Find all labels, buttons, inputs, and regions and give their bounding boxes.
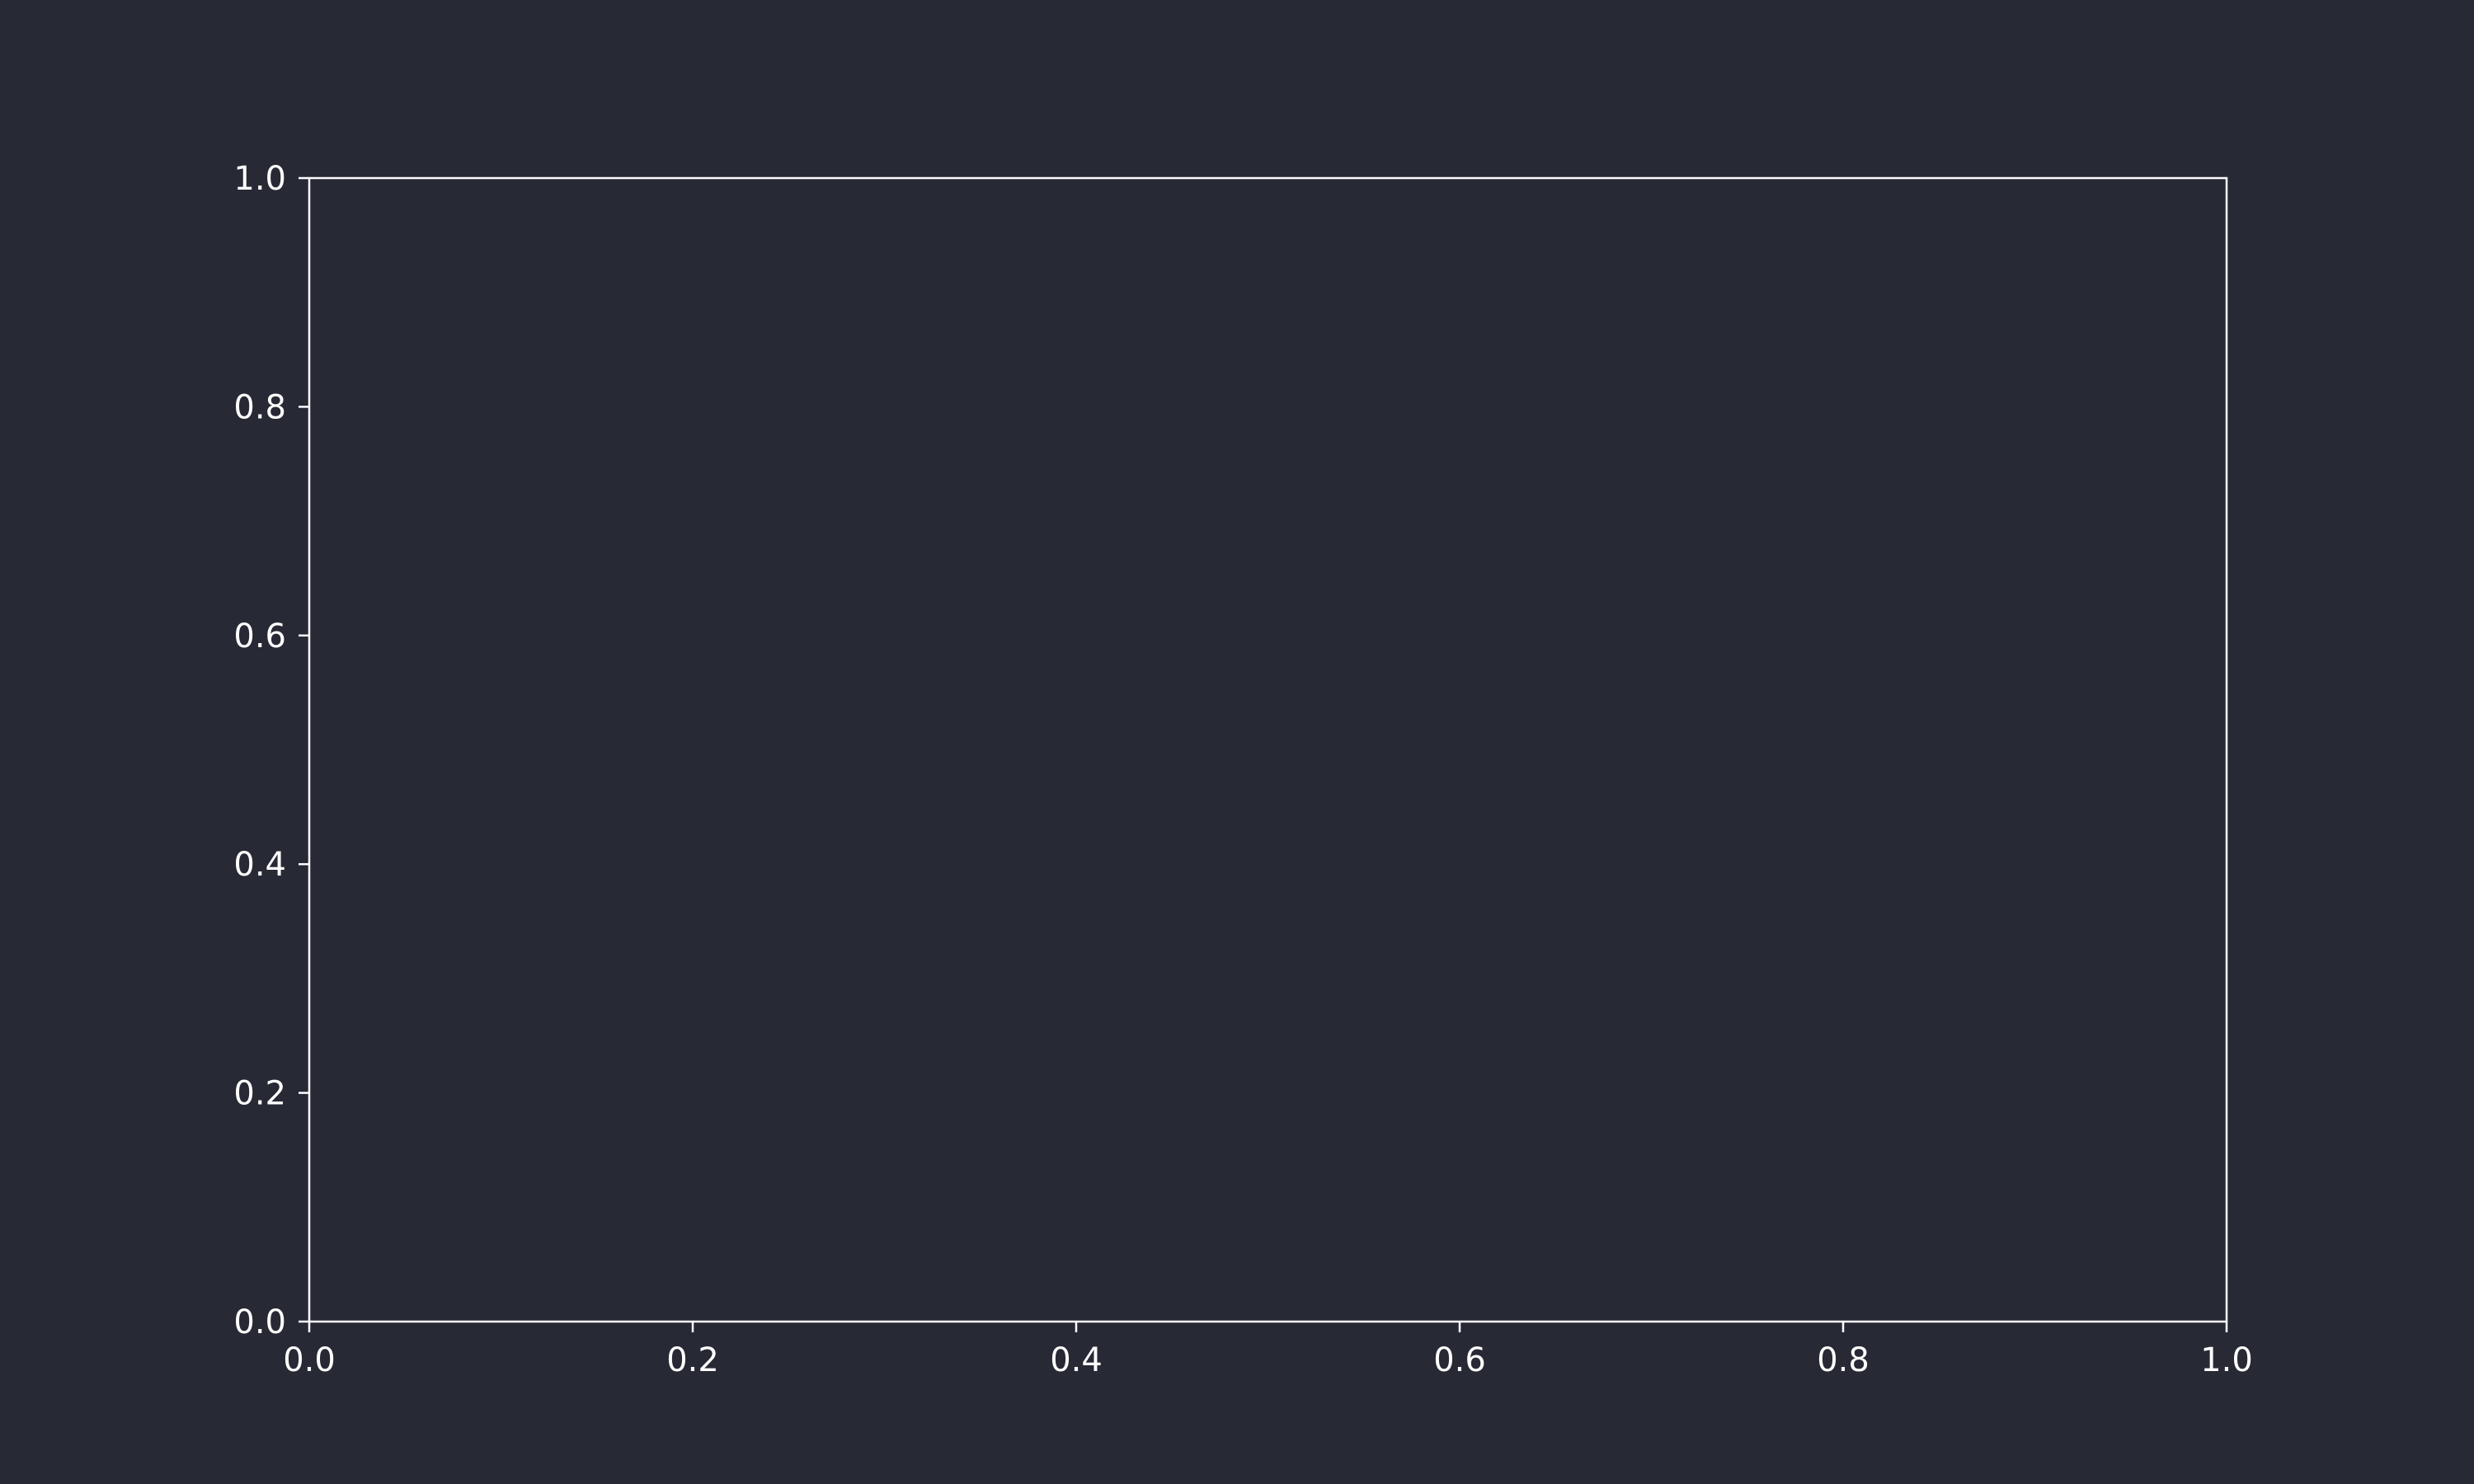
x-tick-label: 0.0: [283, 1341, 336, 1379]
x-tick-label: 0.8: [1817, 1341, 1870, 1379]
x-tick-label: 0.6: [1433, 1341, 1486, 1379]
y-tick-label: 0.6: [233, 618, 286, 655]
y-tick-label: 0.2: [233, 1075, 286, 1113]
x-tick-label: 0.2: [666, 1341, 719, 1379]
y-tick-label: 0.4: [233, 846, 286, 884]
y-tick-label: 1.0: [233, 160, 286, 198]
y-tick-label: 0.0: [233, 1303, 286, 1341]
y-tick-label: 0.8: [233, 388, 286, 426]
x-tick-label: 1.0: [2200, 1341, 2253, 1379]
x-tick-label: 0.4: [1050, 1341, 1103, 1379]
